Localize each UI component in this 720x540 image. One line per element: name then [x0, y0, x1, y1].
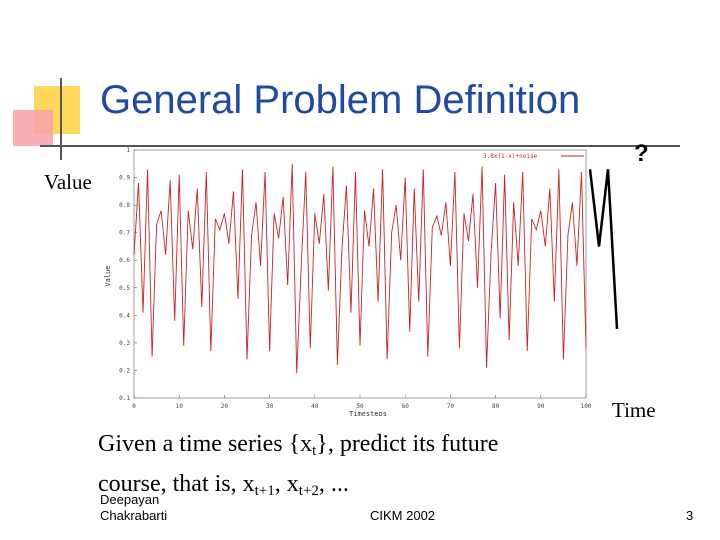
y-axis-label: Value — [104, 265, 112, 286]
y-tick-label: 0.2 — [119, 367, 130, 374]
x-tick-label: 80 — [492, 403, 500, 410]
page-number: 3 — [686, 508, 694, 523]
plot-frame — [133, 149, 587, 399]
y-tick-label: 1 — [126, 147, 130, 154]
y-tick-label: 0.4 — [119, 312, 130, 319]
footer-conference: CIKM 2002 — [370, 508, 436, 523]
y-tick-label: 0.8 — [119, 202, 130, 209]
x-tick-label: 70 — [447, 403, 455, 410]
prediction-line — [588, 169, 619, 330]
slide-title: General Problem Definition — [100, 78, 581, 122]
y-tick-label: 0.1 — [119, 395, 130, 402]
x-tick-label: 20 — [221, 403, 229, 410]
x-tick-label: 50 — [356, 403, 364, 410]
y-tick-label: 0.7 — [119, 230, 130, 237]
decorative-pink-square — [13, 110, 53, 146]
x-tick-label: 30 — [266, 403, 274, 410]
time-axis-label: Time — [612, 398, 656, 422]
x-tick-label: 10 — [176, 403, 184, 410]
question-mark: ? — [634, 140, 649, 167]
problem-statement: Given a time series {xt}, predict its fu… — [98, 428, 658, 508]
legend-label: 3.8x(1-x)+noise — [483, 153, 538, 160]
problem-line-1: Given a time series {xt}, predict its fu… — [98, 431, 499, 459]
x-tick-label: 60 — [402, 403, 410, 410]
problem-line-2: course, that is, xt+1, xt+2, ... — [98, 471, 349, 499]
x-axis-label: Timesteps — [349, 410, 387, 416]
x-tick-label: 90 — [537, 403, 545, 410]
time-series-chart: 0 10 20 30 40 50 60 70 80 90 100 0.1 0.2 0.3 0.4 0.5 0.6… — [104, 147, 619, 416]
y-tick-label: 0.3 — [119, 340, 130, 347]
y-tick-label: 0.5 — [119, 285, 130, 292]
footer-author: Deepayan Chakrabarti — [100, 492, 168, 523]
value-axis-label: Value — [44, 170, 92, 194]
decorative-vertical-line — [60, 78, 62, 160]
x-tick-label: 0 — [132, 403, 136, 410]
series-line — [133, 163, 587, 374]
title-underline — [40, 145, 680, 147]
x-tick-label: 100 — [581, 403, 592, 410]
y-tick-label: 0.6 — [119, 257, 130, 264]
x-tick-label: 40 — [311, 403, 319, 410]
y-tick-label: 0.9 — [119, 175, 130, 182]
